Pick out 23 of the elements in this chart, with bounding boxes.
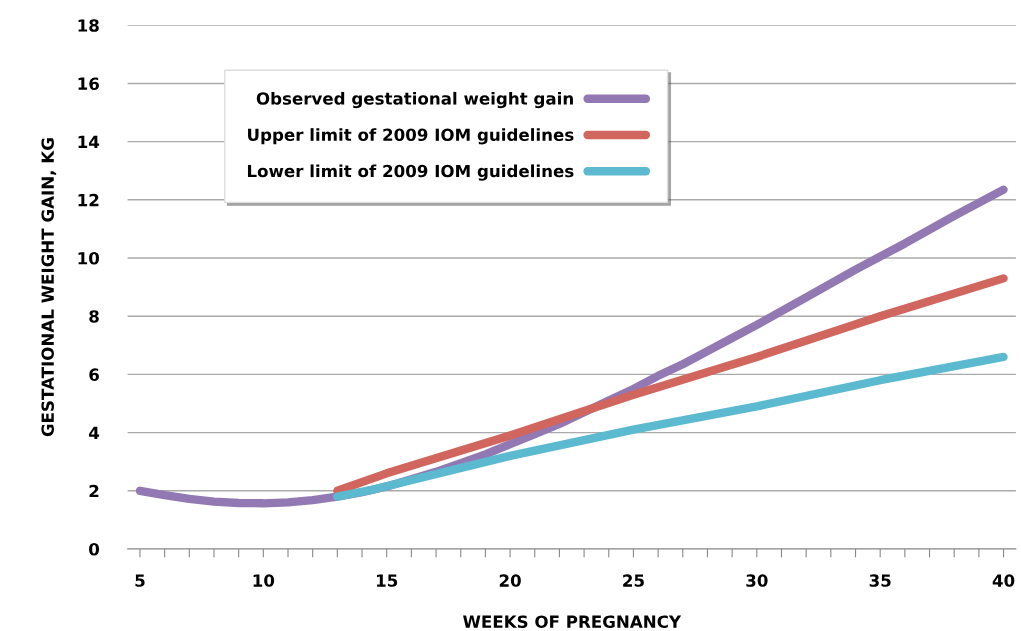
y-axis-title: GESTATIONAL WEIGHT GAIN, KG <box>41 138 57 437</box>
y-tick-label: 18 <box>78 19 99 32</box>
x-tick-label: 20 <box>499 574 521 587</box>
y-tick-label: 8 <box>89 310 99 323</box>
x-tick-label: 25 <box>623 574 644 587</box>
y-tick-label: 2 <box>89 484 99 498</box>
y-tick-label: 10 <box>78 251 100 265</box>
x-axis-title: WEEKS OF PREGNANCY <box>463 615 682 628</box>
y-tick-label: 4 <box>89 426 100 439</box>
y-tick-label: 6 <box>89 368 99 381</box>
y-tick-label: 14 <box>78 135 100 148</box>
legend-label: Upper limit of 2009 IOM guidelines <box>248 128 574 145</box>
legend-label: Observed gestational weight gain <box>256 91 573 109</box>
x-tick-label: 35 <box>869 574 891 587</box>
x-tick-label: 40 <box>992 574 1015 587</box>
x-tick-label: 10 <box>253 574 275 587</box>
x-tick-label: 5 <box>135 574 145 587</box>
legend-label: Lower limit of 2009 IOM guidelines <box>247 164 574 181</box>
y-tick-label: 0 <box>89 542 100 556</box>
y-tick-label: 12 <box>78 193 99 207</box>
x-tick-label: 30 <box>746 574 768 587</box>
y-tick-label: 16 <box>78 77 99 90</box>
x-tick-label: 15 <box>376 574 398 587</box>
